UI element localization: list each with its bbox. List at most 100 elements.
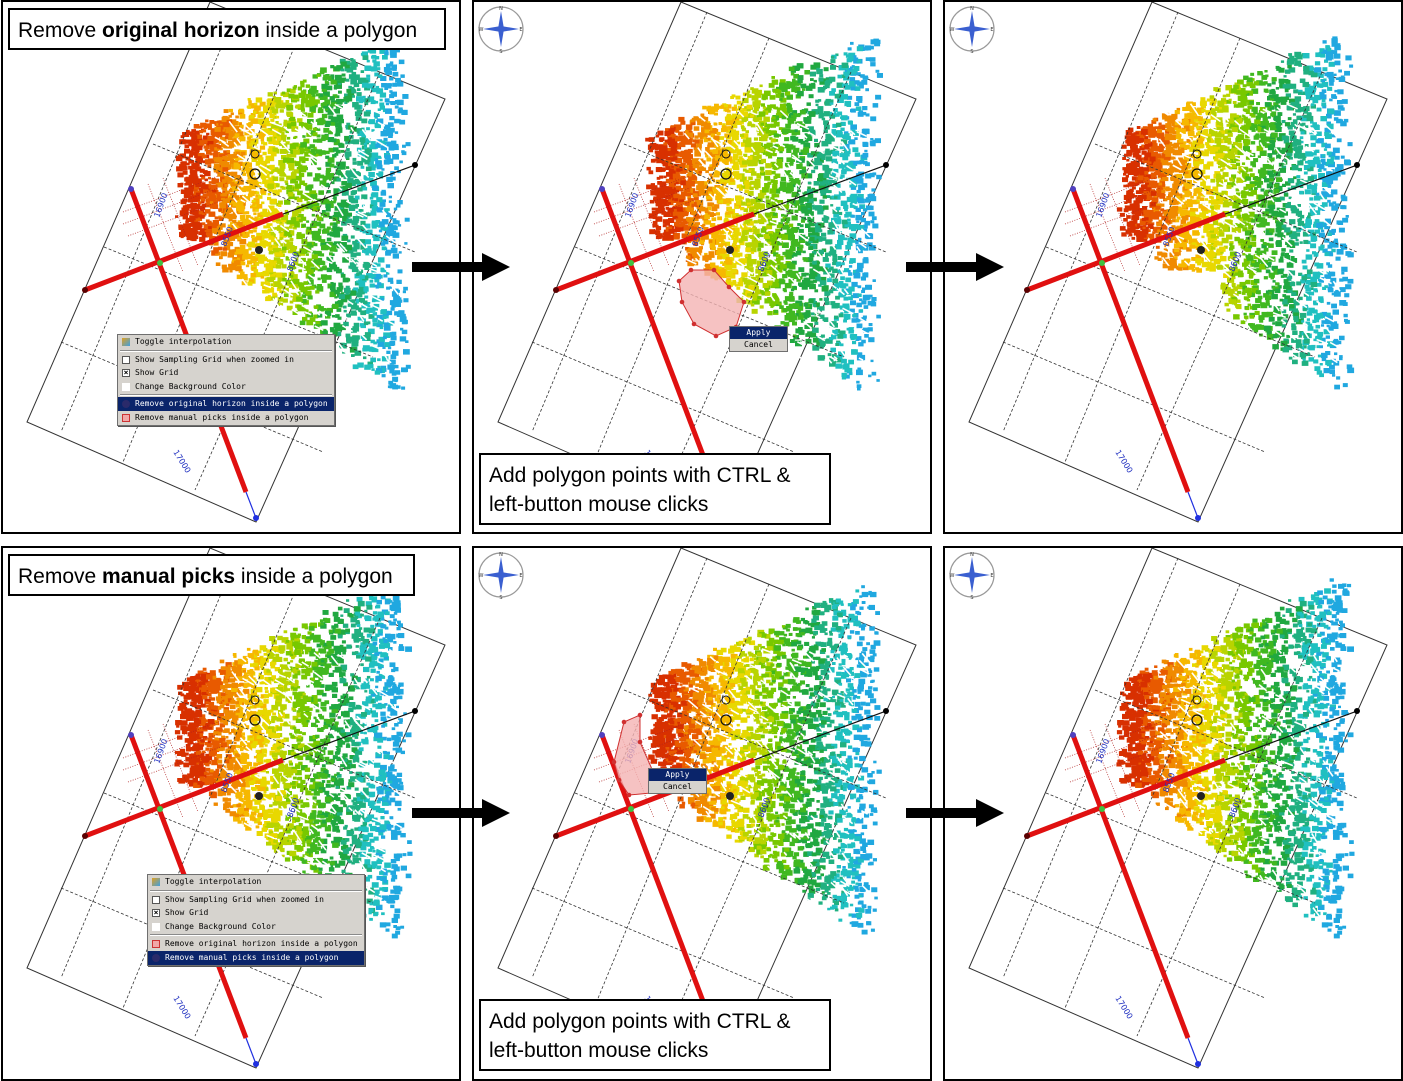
line-intersection-node [157,806,163,812]
line-end-node [1195,515,1201,521]
polygon-menu-bottom: Apply Cancel [648,768,707,794]
compass-letter: E [519,573,522,579]
pick-line-inline [1026,211,1226,293]
menu-item-remove-manual-picks[interactable]: Remove manual picks inside a polygon [148,950,364,965]
pick-line-extension [753,710,887,761]
compass-letter: N [970,6,974,12]
well-sun-icon [726,246,734,254]
pick-line-inline [555,211,755,293]
menu-item-show-sampling-grid[interactable]: Show Sampling Grid when zoomed in [118,353,334,367]
line-end-node [1024,287,1030,293]
menu-item-show-grid[interactable]: × Show Grid [118,366,334,380]
menu-item-label: Show Sampling Grid when zoomed in [135,354,294,364]
menu-item-label: Change Background Color [165,921,276,931]
cancel-button[interactable]: Cancel [663,782,692,791]
hint-line-2: left-button mouse clicks [489,1039,709,1062]
menu-item-label: Remove original horizon inside a polygon [165,939,358,949]
menu-item-show-sampling-grid[interactable]: Show Sampling Grid when zoomed in [148,893,364,907]
line-label: 16900 [152,738,169,765]
menu-item-label: Toggle interpolation [135,337,232,346]
polygon-picks-icon [152,953,160,962]
line-end-node [82,287,88,293]
menu-item-remove-manual-picks[interactable]: Remove manual picks inside a polygon [118,411,334,425]
horizon-surface [648,585,882,935]
caption-prefix: Remove [18,565,103,588]
polygon-vertex [726,284,732,290]
well-icon [721,695,731,705]
line-end-node [599,186,605,192]
apply-button[interactable]: Apply [730,327,787,339]
menu-item-label: Show Grid [165,908,209,918]
grid-lines [1002,557,1358,1037]
flow-arrow-icon [906,799,1004,827]
compass-icon: N S E W [478,552,524,601]
compass-letter: W [950,27,955,33]
polygon-vertex [676,278,682,284]
compass-letter: S [499,49,502,55]
well-icon [1192,695,1202,705]
caption-polygon-hint-top: Add polygon points with CTRL & left-butt… [479,453,831,525]
line-end-node [1024,833,1030,839]
grid-lines [531,11,887,491]
survey-outline [968,548,1388,1069]
menu-item-label: Remove manual picks inside a polygon [135,412,309,422]
checkbox-icon [152,895,160,904]
hint-line-1: Add polygon points with CTRL & [489,464,791,487]
line-label: 16900 [152,192,169,219]
panel-top-3: 16900 17000 8550 8600 N S E W [943,0,1403,534]
pick-line-inline [555,757,755,839]
flow-arrow-icon [412,799,510,827]
pick-traces [593,175,695,273]
panel-bottom-1: 16900 17000 8550 8600 [1,546,461,1081]
line-label: 17000 [171,448,192,474]
compass-letter: W [479,27,484,33]
pick-line-crossline [1070,734,1191,1039]
cancel-button[interactable]: Cancel [744,340,773,349]
apply-button[interactable]: Apply [649,769,706,781]
compass-letter: N [499,6,503,12]
menu-item-label: Remove manual picks inside a polygon [165,952,339,962]
menu-item-change-background[interactable]: Change Background Color [148,920,364,934]
menu-item-toggle-interpolation[interactable]: Toggle interpolation [118,335,334,349]
pick-traces [1064,175,1166,273]
menu-item-toggle-interpolation[interactable]: Toggle interpolation [148,875,364,889]
line-label: 17000 [1113,994,1134,1020]
menu-item-remove-original-horizon[interactable]: Remove original horizon inside a polygon [148,937,364,951]
line-end-node [128,186,134,192]
pick-line-crossline [599,734,720,1039]
checkbox-checked-icon: × [122,368,130,378]
polygon-vertex [741,299,747,305]
color-swatch-icon [122,382,130,391]
line-end-node [553,287,559,293]
context-menu-top: Toggle interpolation Show Sampling Grid … [117,334,335,426]
compass-letter: E [519,27,522,33]
line-intersection-node [1099,806,1105,812]
manual-pick-lines [1026,164,1358,519]
menu-item-change-background[interactable]: Change Background Color [118,380,334,394]
well-sun-icon [255,792,263,800]
pick-line-extension [282,164,416,215]
pick-line-inline [84,757,284,839]
line-label: 8600 [1227,250,1242,272]
well-icon [1191,168,1203,180]
caption-prefix: Remove [18,19,103,42]
line-label: 16900 [623,192,640,219]
line-label: 16900 [1094,192,1111,219]
caption-polygon-hint-bottom: Add polygon points with CTRL & left-butt… [479,999,831,1071]
menu-item-remove-original-horizon[interactable]: Remove original horizon inside a polygon [118,397,334,411]
well-icon [249,168,261,180]
line-end-node [412,162,418,168]
interpolation-icon [122,338,130,346]
line-end-node [883,162,889,168]
caption-remove-manual-picks: Remove manual picks inside a polygon [8,554,415,596]
compass-icon: N S E W [949,552,995,601]
flow-arrow-icon [412,253,510,281]
hint-line-2: left-button mouse clicks [489,493,709,516]
menu-item-show-grid[interactable]: × Show Grid [148,906,364,920]
